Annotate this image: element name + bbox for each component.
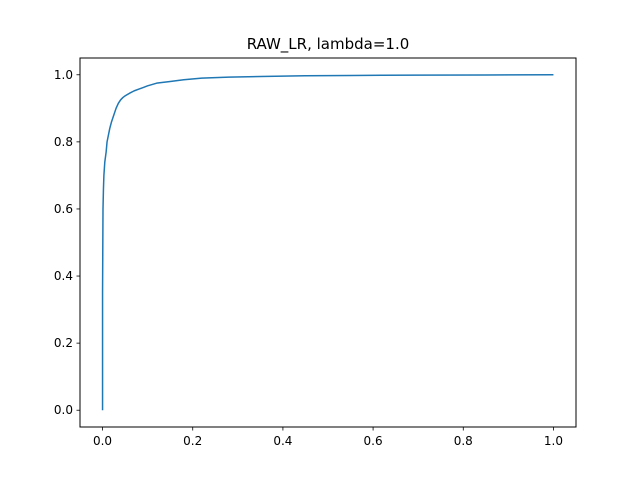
series-line-0	[101, 74, 554, 411]
x-tick-label: 1.0	[544, 434, 563, 448]
chart-title: RAW_LR, lambda=1.0	[247, 35, 410, 54]
y-tick-label: 0.8	[54, 135, 73, 149]
y-tick-label: 1.0	[54, 68, 73, 82]
x-tick-label: 0.0	[93, 434, 112, 448]
x-tick-label: 0.8	[454, 434, 473, 448]
y-tick-label: 0.6	[54, 202, 73, 216]
plot-area-frame	[79, 57, 577, 428]
y-tick-label: 0.0	[54, 403, 73, 417]
x-tick-label: 0.4	[273, 434, 292, 448]
x-tick-label: 0.2	[183, 434, 202, 448]
x-tick-label: 0.6	[364, 434, 383, 448]
y-tick-label: 0.2	[54, 336, 73, 350]
y-tick-label: 0.4	[54, 269, 73, 283]
